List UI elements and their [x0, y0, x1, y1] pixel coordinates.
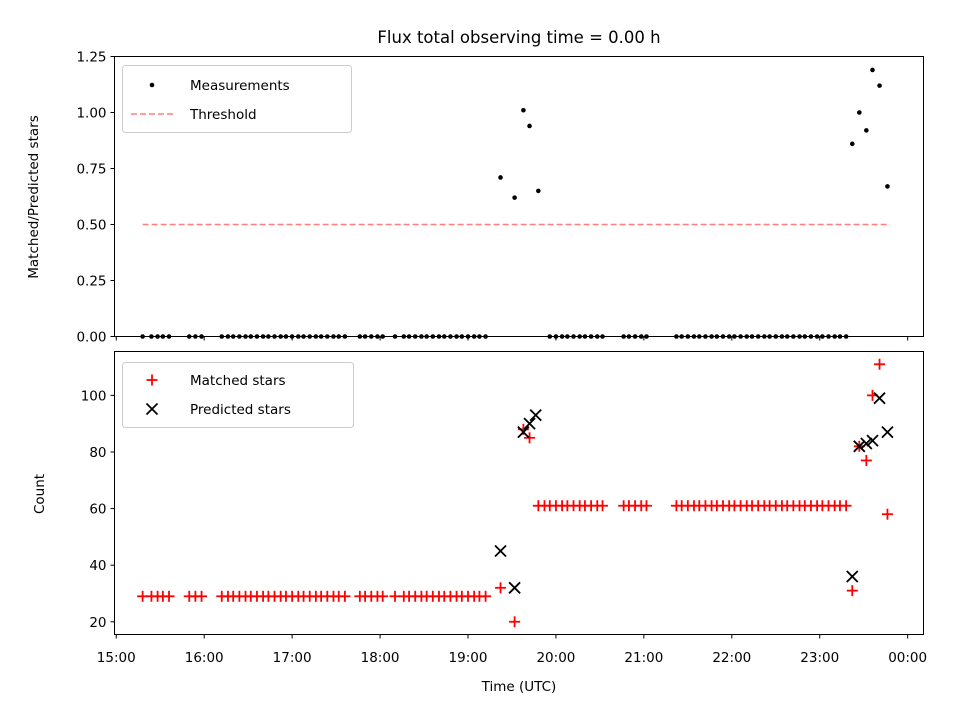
top-y-tick-label: 1.25 [76, 50, 106, 66]
predicted-star-point [881, 426, 894, 439]
predicted-star-point [517, 426, 530, 439]
predicted-star-point [853, 440, 866, 453]
x-tick-label: 16:00 [185, 650, 224, 666]
matched-star-point [509, 616, 521, 628]
bottom-y-tick-label: 40 [89, 558, 106, 574]
bottom-panel: Count Time (UTC) 20 40 60 80 100 15:00 16:00 1… [32, 351, 927, 695]
predicted-star-point [508, 581, 521, 594]
matched-star-point [339, 590, 351, 602]
matched-star-point [495, 582, 507, 594]
measurement-point [521, 107, 526, 113]
matched-star-point [377, 590, 389, 602]
legend-measurements-marker [149, 82, 155, 88]
matched-star-point [874, 358, 886, 370]
legend-matched-label: Matched stars [190, 373, 286, 389]
matched-star-point [846, 585, 858, 597]
bottom-legend: Matched stars Predicted stars [122, 362, 354, 428]
bottom-y-tick-label: 80 [89, 445, 106, 461]
x-tick-label: 22:00 [712, 650, 751, 666]
measurement-point [512, 195, 517, 200]
legend-threshold-label: Threshold [189, 107, 257, 123]
matched-star-point [524, 432, 536, 444]
predicted-star-point [494, 544, 507, 558]
bottom-y-tick-label: 20 [89, 615, 106, 631]
bottom-legend-box [122, 362, 354, 428]
legend-predicted-marker [145, 402, 159, 416]
x-tick-label: 18:00 [361, 650, 400, 666]
bottom-y-tick-label: 60 [89, 502, 106, 518]
top-y-tick-label: 0.00 [76, 330, 106, 346]
matched-star-point [163, 590, 175, 602]
predicted-star-point [523, 417, 536, 430]
predicted-star-point [866, 434, 879, 447]
predicted-star-point [860, 437, 873, 450]
x-axis-label: Time (UTC) [481, 679, 557, 695]
bottom-plot-frame [114, 351, 924, 635]
predicted-star-point [873, 392, 886, 405]
legend-predicted-label: Predicted stars [190, 402, 291, 418]
measurement-point [877, 83, 882, 88]
measurement-point [498, 175, 503, 180]
bottom-y-tick-label: 100 [81, 388, 107, 404]
top-y-tick-label: 0.75 [76, 162, 106, 178]
measurement-point [885, 184, 890, 189]
measurement-point [527, 123, 532, 129]
bottom-y-axis-label: Count [32, 474, 48, 514]
measurement-point [864, 128, 869, 133]
measurement-point [536, 188, 541, 194]
predicted-star-point [846, 570, 859, 583]
x-tick-label: 23:00 [800, 650, 839, 666]
top-y-tick-label: 0.50 [76, 218, 106, 234]
x-tick-label: 19:00 [449, 650, 488, 666]
matched-star-point [881, 508, 893, 520]
measurement-point [857, 110, 862, 115]
top-plot-frame [114, 56, 924, 337]
measurement-point [849, 141, 855, 147]
matched-star-point [597, 500, 609, 512]
measurement-point [870, 67, 875, 73]
top-y-axis-label: Matched/Predicted stars [26, 115, 42, 278]
top-y-tick-label: 1.00 [76, 106, 106, 122]
matched-star-point [641, 500, 653, 512]
top-panel: Flux total observing time = 0.00 h Match… [26, 28, 924, 346]
x-tick-label: 15:00 [97, 650, 136, 666]
x-tick-label: 00:00 [888, 650, 927, 666]
legend-matched-marker [146, 374, 158, 386]
matched-star-point [860, 454, 872, 466]
matched-star-point [840, 500, 852, 512]
top-legend: Measurements Threshold [122, 65, 352, 133]
chart-title: Flux total observing time = 0.00 h [377, 28, 660, 47]
x-tick-label: 17:00 [273, 650, 312, 666]
predicted-star-point [529, 409, 542, 422]
matched-star-point [196, 590, 208, 602]
top-y-tick-label: 0.25 [76, 274, 106, 290]
legend-measurements-label: Measurements [190, 78, 290, 94]
matched-star-point [480, 590, 492, 602]
x-tick-label: 20:00 [536, 650, 575, 666]
top-legend-box [122, 65, 352, 133]
x-tick-label: 21:00 [624, 650, 663, 666]
